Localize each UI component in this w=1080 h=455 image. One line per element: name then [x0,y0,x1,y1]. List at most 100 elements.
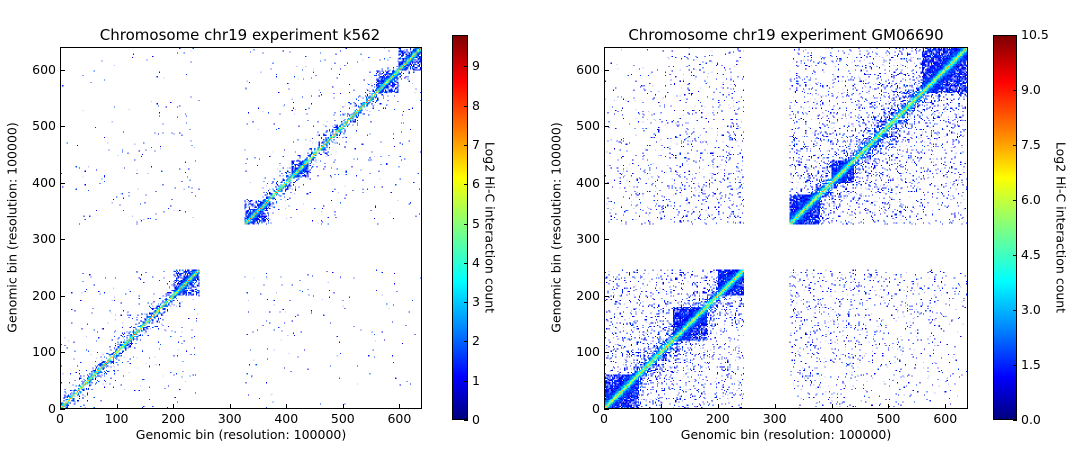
colorbar-tick-mark [1013,365,1017,366]
x-tick-label: 500 [330,411,355,426]
y-tick-mark [604,126,609,128]
x-tick-label: 100 [104,411,129,426]
x-axis-label: Genomic bin (resolution: 100000) [680,427,892,442]
chart-title: Chromosome chr19 experiment k562 [99,26,381,44]
colorbar-tick-label: 0.0 [1021,412,1041,427]
colorbar [993,35,1017,420]
heatmap-canvas [61,48,421,408]
colorbar-tick-label: 4 [472,254,480,270]
y-tick-mark [60,295,65,297]
x-tick-mark [342,404,344,409]
x-tick-label: 600 [933,411,958,426]
colorbar-tick-mark [464,223,468,225]
y-tick-mark [60,126,65,128]
y-tick-label: 300 [576,231,600,247]
colorbar-label: Log2 Hi-C interaction count [1053,141,1069,313]
x-tick-mark [831,404,833,409]
x-tick-mark [60,404,61,409]
y-tick-label: 500 [576,118,600,134]
x-tick-mark [660,404,662,409]
colorbar-tick-label: 3 [472,294,480,310]
colorbar-tick-label: 3.0 [1021,302,1041,317]
colorbar-tick-mark [1013,255,1017,256]
colorbar-tick-mark [464,262,468,264]
x-tick-mark [888,404,890,409]
x-tick-label: 100 [648,411,673,426]
colorbar-tick-mark [464,105,468,107]
colorbar-tick-mark [464,380,468,382]
colorbar-tick-mark [1013,90,1017,91]
colorbar-tick-label: 1.5 [1021,357,1041,372]
y-tick-mark [604,295,609,297]
x-tick-label: 200 [161,411,186,426]
colorbar-tick-label: 9 [472,58,480,74]
colorbar-tick-mark [464,420,468,421]
colorbar-tick-label: 2 [472,333,480,349]
colorbar-tick-mark [1013,35,1017,36]
colorbar-tick-label: 7 [472,137,480,152]
colorbar-tick-mark [1013,420,1017,421]
colorbar-tick-label: 7.5 [1021,137,1041,152]
colorbar-tick-mark [1013,200,1017,201]
y-tick-mark [604,239,609,241]
y-tick-mark [604,182,609,184]
colorbar-tick-mark [464,145,468,146]
y-tick-mark [60,352,65,354]
x-tick-mark [116,404,118,409]
x-tick-label: 500 [876,411,901,426]
heatmap-canvas [605,48,967,408]
colorbar-tick-label: 8 [472,97,480,113]
y-tick-label: 600 [32,61,56,77]
x-tick-mark [286,404,288,409]
colorbar-tick-mark [464,341,468,343]
y-tick-label: 500 [32,118,56,134]
x-tick-mark [399,404,401,409]
colorbar-tick-mark [464,184,468,186]
colorbar-tick-label: 9.0 [1021,82,1041,97]
x-tick-label: 300 [217,411,242,426]
heatmap-axes [60,47,422,409]
x-tick-label: 0 [56,411,64,426]
y-tick-mark [60,182,65,184]
colorbar-tick-label: 0 [472,412,480,427]
colorbar-tick-label: 1 [472,372,480,388]
colorbar-tick-label: 6.0 [1021,192,1041,207]
y-tick-label: 100 [32,344,56,360]
x-tick-mark [774,404,776,409]
colorbar-tick-label: 4.5 [1021,247,1041,262]
y-tick-label: 200 [576,287,600,303]
x-tick-label: 300 [762,411,787,426]
x-tick-mark [945,404,947,409]
y-tick-label: 600 [576,61,600,77]
y-tick-mark [60,409,65,410]
y-tick-mark [60,69,65,71]
x-tick-label: 400 [819,411,844,426]
x-tick-mark [604,404,605,409]
chart-title: Chromosome chr19 experiment GM06690 [628,26,944,44]
y-tick-label: 0 [48,401,56,416]
y-tick-mark [604,69,609,71]
y-tick-mark [604,352,609,354]
colorbar-tick-mark [1013,310,1017,311]
y-tick-label: 200 [32,287,56,303]
colorbar-tick-mark [1013,145,1017,146]
colorbar-tick-label: 5 [472,215,480,231]
x-tick-mark [717,404,719,409]
x-tick-label: 600 [387,411,412,426]
x-tick-label: 400 [274,411,299,426]
y-axis-label: Genomic bin (resolution: 100000) [548,122,564,333]
x-tick-mark [173,404,175,409]
x-tick-mark [229,404,231,409]
x-axis-label: Genomic bin (resolution: 100000) [135,427,347,442]
heatmap-axes [604,47,968,409]
y-tick-mark [604,409,609,410]
y-tick-label: 0 [592,401,600,416]
y-tick-label: 400 [576,174,600,190]
x-tick-label: 0 [600,411,608,426]
colorbar-tick-label: 10.5 [1021,27,1049,42]
y-tick-mark [60,239,65,241]
colorbar-tick-label: 6 [472,176,480,192]
colorbar-tick-mark [464,302,468,304]
colorbar-label: Log2 Hi-C interaction count [482,141,498,313]
